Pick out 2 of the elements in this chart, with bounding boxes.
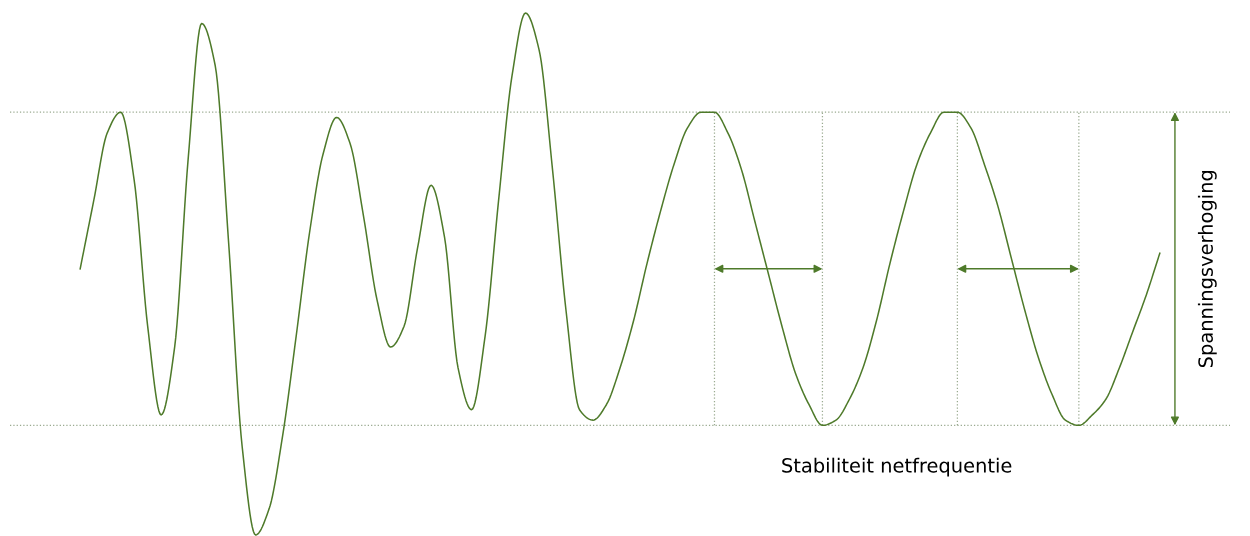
annotation: Stabiliteit netfrequentie: [782, 457, 1012, 477]
text: Spanningsverhoging: [1197, 170, 1217, 368]
